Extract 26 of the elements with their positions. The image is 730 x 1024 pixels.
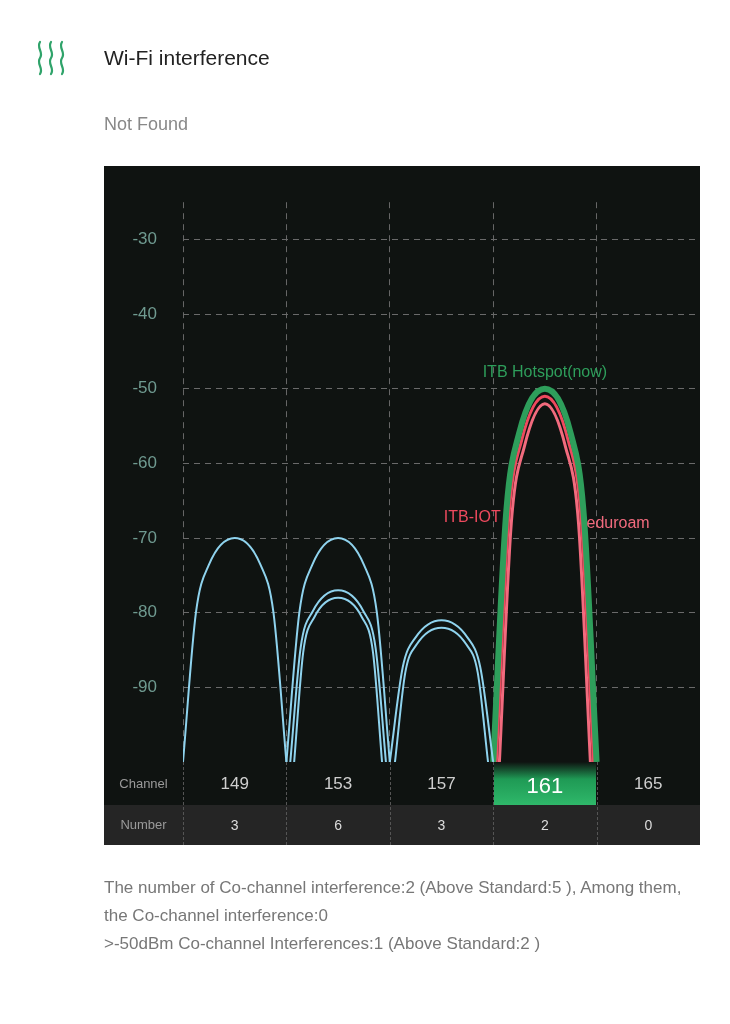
chart-title: Wi-Fi interference xyxy=(104,46,270,70)
x-tick-label: 149 xyxy=(220,773,249,793)
data-label: 3 xyxy=(436,816,447,835)
series-label: ITB-IOT xyxy=(443,508,501,526)
text: >-50dBm Co-channel Interferences:1 (Above Standard:2 ) xyxy=(104,933,542,955)
y-tick-label: -50 xyxy=(132,378,157,398)
y-tick-label: -30 xyxy=(132,229,157,249)
x-axis-title: Channel xyxy=(118,775,169,793)
text: Number xyxy=(119,816,168,834)
y-tick-label: -80 xyxy=(132,602,157,622)
y-tick-label: -40 xyxy=(132,303,157,323)
chart-subtitle: Not Found xyxy=(104,114,189,135)
x-tick-label: 165 xyxy=(634,773,663,793)
text: The number of Co-channel interference:2 (Above Standard:5 ), Among them, the Co-channel interference:0 xyxy=(104,877,683,927)
data-label: 6 xyxy=(333,816,343,835)
x-tick-label: 157 xyxy=(427,773,456,793)
data-label: 3 xyxy=(229,816,240,835)
y-tick-label: -90 xyxy=(132,677,157,697)
y-tick-label: -60 xyxy=(132,453,157,473)
series-label: eduroam xyxy=(586,513,650,531)
series-label: ITB Hotspot(now) xyxy=(482,363,608,381)
y-tick-label: -70 xyxy=(132,527,157,547)
x-tick-label: 153 xyxy=(323,773,353,793)
x-tick-label: 161 xyxy=(526,773,564,799)
data-label: 2 xyxy=(540,816,550,835)
data-label: 0 xyxy=(643,816,654,835)
